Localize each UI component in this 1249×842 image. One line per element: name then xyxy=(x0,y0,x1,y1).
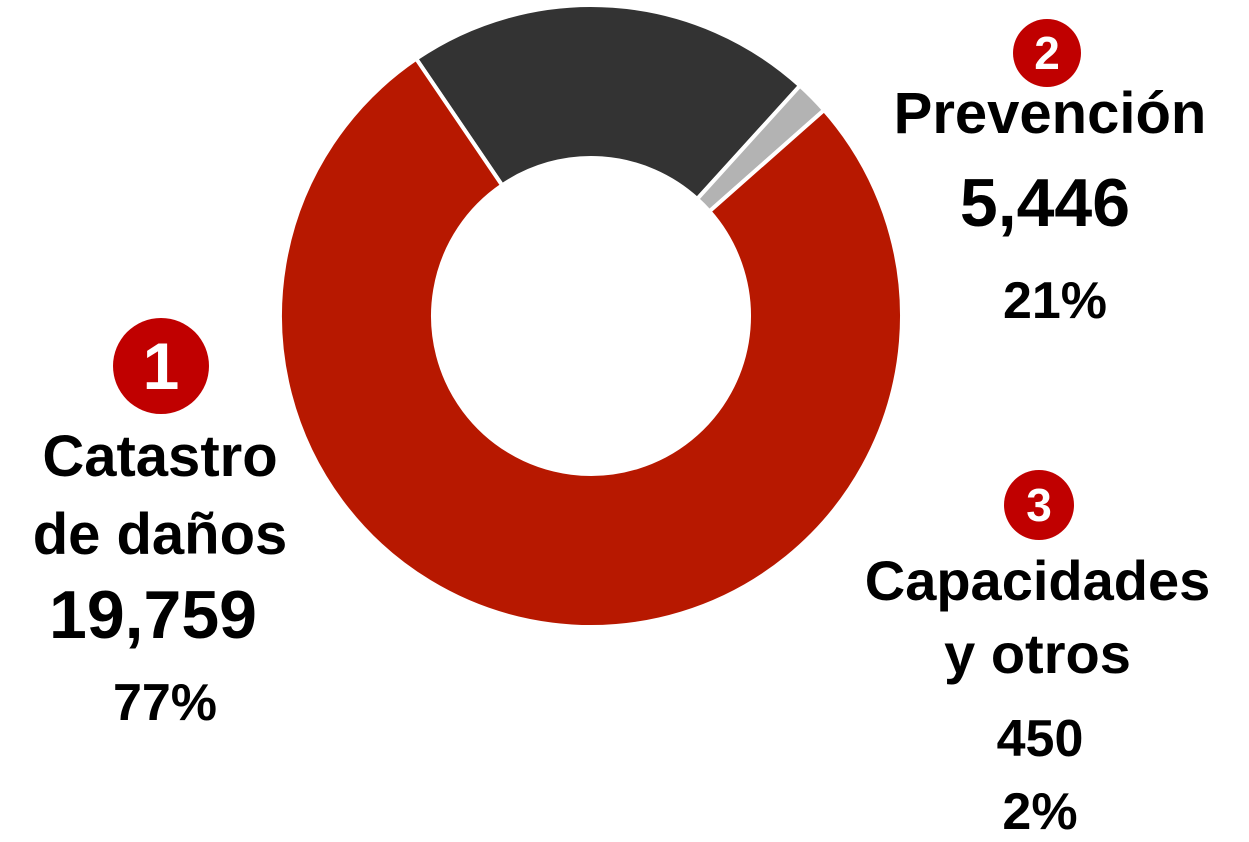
slice-label-catastro-line2: de daños xyxy=(32,502,288,567)
slice-label-capacidades-line1: Capacidades xyxy=(864,549,1211,612)
rank-badge-2: 2 xyxy=(1013,19,1081,87)
slice-label-prevencion: Prevención xyxy=(893,81,1207,146)
slice-label-capacidades-line2: y otros xyxy=(944,622,1131,685)
donut-slice-2 xyxy=(413,3,803,202)
slice-percent-capacidades: 2% xyxy=(1002,783,1078,841)
donut-slice-1 xyxy=(278,55,904,629)
slice-value-prevencion: 5,446 xyxy=(959,165,1131,241)
rank-badge-3: 3 xyxy=(1004,470,1074,540)
rank-badge-1: 1 xyxy=(113,318,209,414)
slice-percent-prevencion: 21% xyxy=(1002,272,1108,330)
slice-value-capacidades: 450 xyxy=(996,710,1084,768)
slice-value-catastro: 19,759 xyxy=(49,577,257,653)
slice-percent-catastro: 77% xyxy=(112,674,218,732)
slice-label-catastro-line1: Catastro xyxy=(42,424,278,489)
